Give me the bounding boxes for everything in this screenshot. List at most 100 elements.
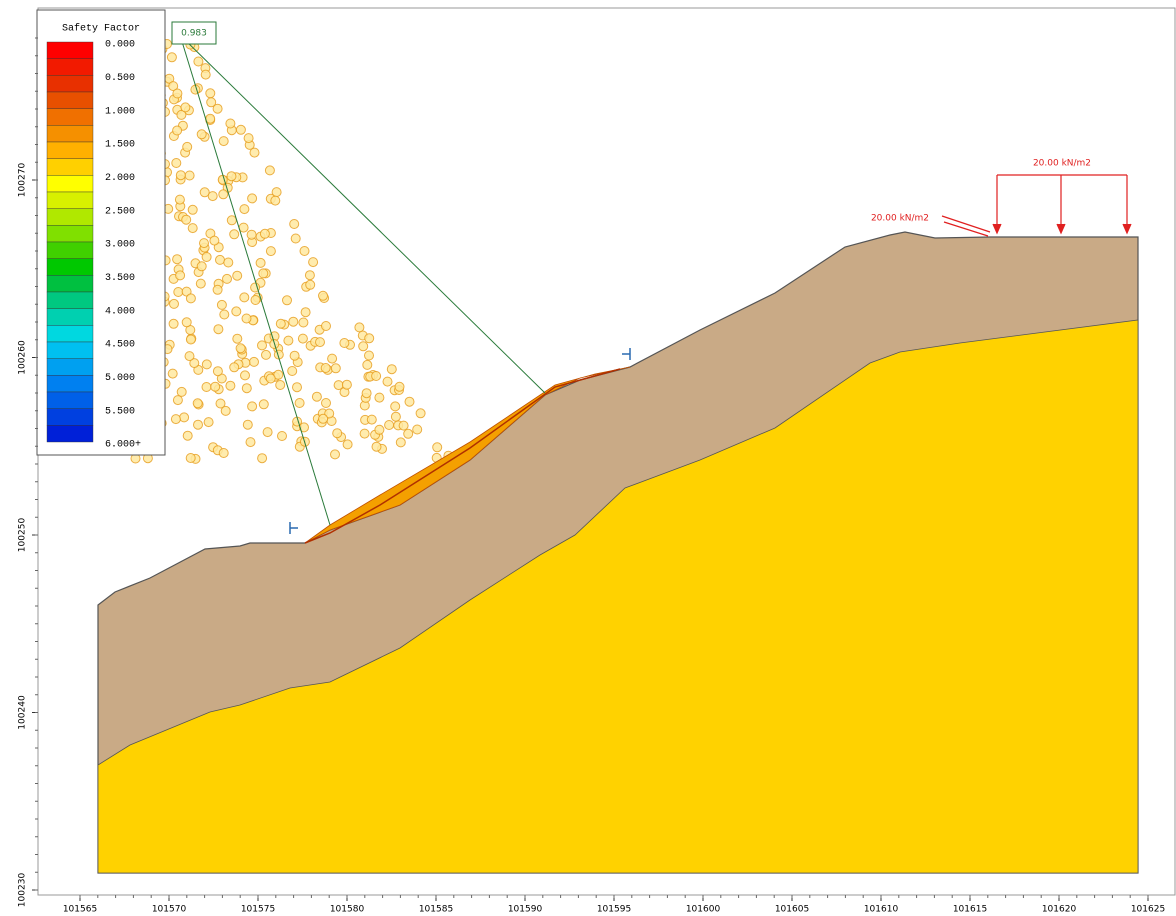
slip-center (215, 398, 226, 409)
slip-center (184, 351, 195, 362)
slip-center (184, 170, 195, 181)
slip-center (242, 419, 253, 430)
legend-label: 0.000 (105, 40, 135, 51)
legend-swatch (46, 408, 94, 426)
slip-center (304, 270, 315, 281)
slip-center (374, 424, 385, 435)
slip-center (235, 343, 246, 354)
legend-swatch (46, 341, 94, 359)
slip-center (185, 453, 196, 463)
slip-center (327, 353, 338, 364)
slip-center (229, 362, 240, 373)
slip-center (333, 380, 344, 391)
slip-center (238, 222, 249, 233)
slip-center (288, 316, 299, 327)
slip-center (187, 223, 198, 234)
legend-label: 5.000 (105, 373, 135, 384)
slip-center (180, 102, 191, 113)
slip-center (166, 52, 177, 63)
slip-center (371, 441, 382, 452)
slip-center (201, 252, 212, 262)
slip-center (265, 373, 276, 384)
slip-center (206, 97, 217, 108)
slip-center (364, 350, 374, 361)
legend-label: 4.500 (105, 340, 135, 351)
slip-center (358, 341, 369, 352)
slip-center (209, 235, 220, 246)
slip-center (261, 349, 271, 360)
slip-center (315, 337, 325, 348)
y-tick-label: 100270 (18, 163, 28, 198)
slip-center (181, 317, 192, 328)
slip-center (173, 287, 184, 297)
legend-swatch (46, 41, 94, 59)
slip-center (226, 215, 237, 226)
slip-center (374, 392, 385, 403)
slip-center (297, 333, 308, 344)
slip-center (201, 359, 212, 370)
slip-center (294, 398, 305, 408)
slip-center (299, 422, 309, 433)
legend-label: 2.000 (105, 173, 135, 184)
slip-center (199, 238, 209, 249)
slip-center (207, 191, 218, 202)
slip-center (364, 333, 375, 344)
x-tick-label: 101570 (152, 905, 187, 915)
slip-center (359, 428, 370, 439)
slip-center (257, 453, 268, 464)
slip-center (243, 133, 254, 144)
x-tick-label: 101585 (419, 905, 453, 915)
slip-center (220, 405, 231, 416)
slip-center (390, 411, 401, 422)
slip-center (241, 313, 252, 324)
slip-center (283, 335, 294, 346)
slip-center (305, 279, 316, 290)
slip-center (179, 412, 190, 423)
slip-center (265, 246, 276, 257)
axes: 101565 101570 101575 101580 101585 101590 1015… (18, 37, 1165, 915)
x-tick-label: 101625 (1131, 905, 1165, 915)
slip-center (394, 381, 405, 392)
legend-swatch (46, 108, 94, 126)
slip-center (192, 398, 203, 409)
slip-center (193, 419, 203, 430)
slip-center (240, 370, 250, 381)
slip-center (245, 437, 256, 448)
slip-center (229, 229, 240, 240)
legend-swatch (46, 141, 94, 159)
x-tick-label: 101620 (1042, 905, 1077, 915)
slip-center (176, 386, 187, 397)
load-label: 20.00 kN/m2 (1033, 159, 1091, 169)
slip-center (217, 174, 228, 185)
slip-center (398, 420, 409, 431)
slip-mass (304, 366, 631, 544)
legend-swatch (46, 308, 94, 326)
y-tick-label: 100250 (18, 518, 28, 553)
slip-center (172, 395, 183, 406)
limit-markers (289, 348, 631, 534)
slip-center (195, 278, 206, 289)
radius-line (179, 34, 331, 526)
slip-center (432, 442, 443, 453)
legend-swatch (46, 241, 94, 259)
slip-center (212, 284, 223, 295)
slip-center (171, 158, 182, 168)
slip-center (257, 340, 267, 351)
slip-center (318, 413, 329, 424)
slip-center (339, 338, 350, 348)
radius-line (179, 34, 546, 394)
slip-center (298, 317, 309, 328)
legend-swatch (46, 208, 94, 226)
slip-center (181, 214, 192, 225)
slip-center (384, 420, 395, 430)
slip-center (403, 428, 414, 439)
slip-center (259, 228, 270, 239)
slip-center (246, 229, 257, 240)
slip-center (231, 306, 242, 317)
slip-center (289, 350, 300, 361)
slip-center (203, 417, 214, 428)
slip-center (361, 388, 372, 399)
legend-label: 1.000 (105, 106, 135, 117)
slip-center (292, 382, 302, 393)
legend-title: Safety Factor (62, 23, 140, 35)
